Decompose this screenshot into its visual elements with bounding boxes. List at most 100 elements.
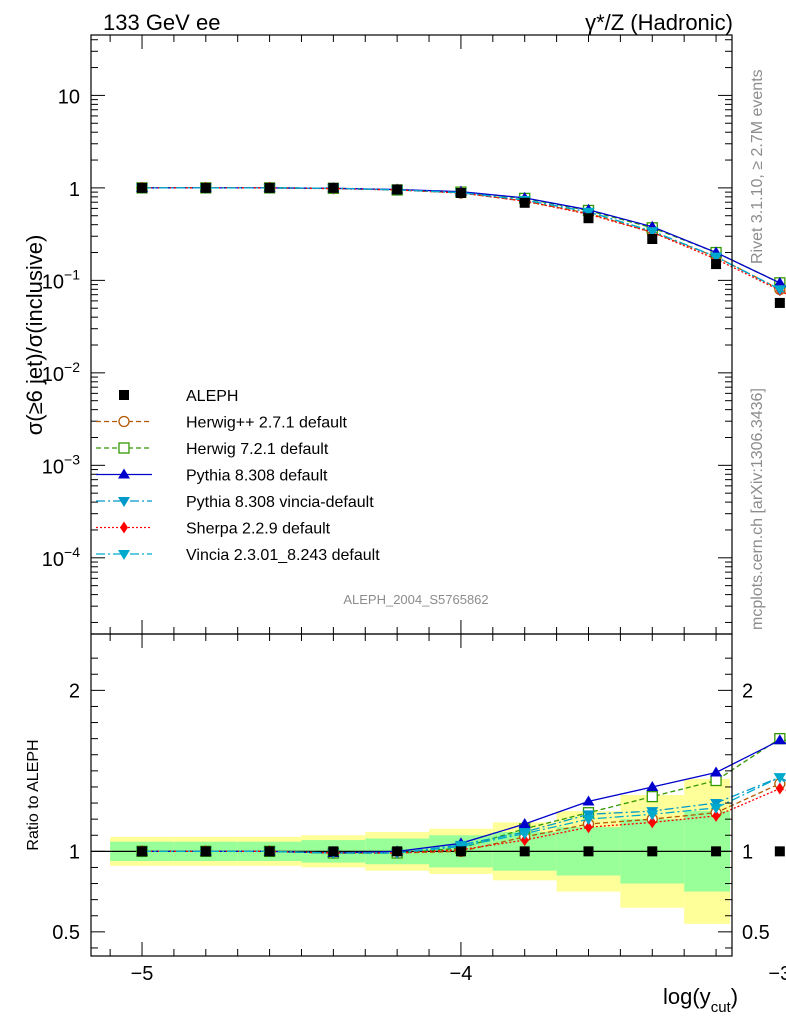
main-y-tick-label: 10−4 bbox=[42, 544, 80, 571]
aleph-point bbox=[200, 182, 211, 193]
ratio-series-point bbox=[648, 816, 657, 829]
ratio-series-point bbox=[582, 795, 595, 806]
legend: ALEPH Herwig++ 2.7.1 default Herwig 7.2.1 … bbox=[96, 388, 380, 564]
legend-entry-2: Herwig 7.2.1 default bbox=[96, 441, 329, 458]
legend-label: Vincia 2.3.01_8.243 default bbox=[186, 547, 380, 564]
main-series-point bbox=[773, 285, 786, 296]
ratio-series-point bbox=[646, 790, 658, 803]
ratio-y-tick-label-left: 2 bbox=[69, 680, 80, 702]
ratio-aleph-point bbox=[137, 846, 148, 857]
x-axis-label: log(ycut) bbox=[663, 984, 738, 1016]
ratio-y-tick-label-right: 0.5 bbox=[742, 922, 770, 944]
ratio-aleph-point bbox=[200, 846, 211, 857]
legend-entry-6: Vincia 2.3.01_8.243 default bbox=[96, 547, 380, 564]
main-y-label: σ(≥6 jet)/σ(inclusive) bbox=[22, 235, 47, 436]
main-series-line bbox=[142, 187, 786, 295]
ratio-y-tick-label-left: 1 bbox=[69, 841, 80, 863]
ratio-frame bbox=[90, 633, 733, 957]
legend-marker bbox=[118, 442, 130, 454]
aleph-point bbox=[583, 213, 594, 224]
ratio-aleph-data bbox=[137, 846, 785, 857]
ratio-aleph-point bbox=[264, 846, 275, 857]
legend-entry-1: Herwig++ 2.7.1 default bbox=[96, 415, 348, 432]
main-y-tick-label: 10−3 bbox=[42, 451, 80, 478]
ratio-aleph-point bbox=[455, 846, 466, 857]
legend-label: Sherpa 2.2.9 default bbox=[186, 521, 331, 538]
aleph-point bbox=[392, 184, 403, 195]
ratio-series-point bbox=[518, 829, 531, 840]
ratio-series-point bbox=[773, 773, 786, 784]
aleph-point bbox=[519, 197, 530, 208]
ratio-aleph-point bbox=[647, 846, 658, 857]
aleph-data bbox=[137, 182, 785, 308]
legend-label: Pythia 8.308 vincia-default bbox=[186, 494, 374, 511]
legend-marker bbox=[118, 468, 130, 479]
ratio-series-point bbox=[710, 766, 723, 777]
main-series-1 bbox=[136, 182, 786, 295]
ratio-series-point bbox=[518, 817, 531, 828]
ratio-series-point bbox=[584, 821, 593, 834]
ratio-series-point bbox=[646, 810, 659, 821]
watermark: ALEPH_2004_S5765862 bbox=[343, 592, 488, 607]
aleph-point bbox=[328, 182, 339, 193]
legend-label: Herwig 7.2.1 default bbox=[186, 441, 329, 458]
ratio-series-point bbox=[520, 834, 529, 847]
legend-marker bbox=[119, 390, 129, 400]
main-series-line bbox=[142, 187, 786, 288]
ratio-series-point bbox=[712, 809, 721, 822]
ratio-series-point bbox=[710, 803, 723, 814]
main-y-tick-label: 10−1 bbox=[42, 266, 80, 293]
legend-entry-4: Pythia 8.308 vincia-default bbox=[96, 494, 374, 511]
legend-entry-5: Sherpa 2.2.9 default bbox=[96, 521, 331, 538]
ratio-series-point bbox=[773, 734, 786, 745]
main-series-point bbox=[582, 207, 595, 218]
ratio-aleph-point bbox=[583, 846, 594, 857]
legend-marker bbox=[118, 497, 130, 507]
ratio-aleph-point bbox=[519, 846, 530, 857]
ratio-aleph-point bbox=[328, 846, 339, 857]
main-plot-panel: 10 1 10−1 10−2 10−3 10−4 σ(≥6 jet)/σ(inclusiv… bbox=[22, 34, 786, 635]
ratio-series-point bbox=[646, 780, 659, 791]
rivet-label: Rivet 3.1.10, ≥ 2.7M events bbox=[749, 69, 766, 264]
ratio-y-tick-label-right: 1 bbox=[742, 841, 753, 863]
ratio-plot-panel: −5 −4 −3 0.5 0.5 1 1 2 2 Ratio to ALEPH log(ycut… bbox=[25, 633, 786, 1016]
aleph-point bbox=[137, 182, 148, 193]
legend-label: Herwig++ 2.7.1 default bbox=[186, 415, 348, 432]
ratio-aleph-point bbox=[392, 846, 403, 857]
legend-marker bbox=[118, 415, 130, 428]
ratio-y-tick-label-left: 0.5 bbox=[52, 922, 80, 944]
main-series-3 bbox=[136, 181, 786, 288]
legend-entry-3: Pythia 8.308 default bbox=[96, 468, 328, 485]
aleph-point bbox=[264, 182, 275, 193]
main-series-point bbox=[646, 227, 659, 238]
main-series-point bbox=[710, 252, 723, 263]
ratio-y-tick-label-right: 2 bbox=[742, 680, 753, 702]
ratio-series-point bbox=[710, 774, 722, 787]
mcplots-label: mcplots.cern.ch [arXiv:1306.3436] bbox=[749, 388, 766, 630]
ratio-x-tick-label: −5 bbox=[131, 963, 154, 985]
ratio-series-point bbox=[582, 815, 595, 826]
aleph-point bbox=[455, 188, 466, 199]
legend-entry-aleph: ALEPH bbox=[119, 388, 238, 405]
ratio-series-point bbox=[775, 782, 784, 795]
main-series-line bbox=[142, 187, 786, 294]
main-frame bbox=[90, 34, 733, 635]
header-left: 133 GeV ee bbox=[103, 10, 220, 35]
legend-label: Pythia 8.308 default bbox=[186, 468, 328, 485]
main-series-point bbox=[773, 276, 786, 287]
main-y-tick-label: 10 bbox=[58, 86, 80, 108]
ratio-aleph-point bbox=[774, 846, 785, 857]
aleph-point bbox=[711, 259, 722, 270]
legend-marker bbox=[120, 521, 128, 534]
main-y-tick-label: 10−2 bbox=[42, 359, 80, 386]
main-series-5 bbox=[138, 181, 786, 297]
ratio-y-label: Ratio to ALEPH bbox=[25, 739, 42, 850]
main-series-line bbox=[142, 187, 786, 295]
ratio-aleph-point bbox=[711, 846, 722, 857]
ratio-x-tick-label: −3 bbox=[768, 963, 786, 985]
legend-label: ALEPH bbox=[186, 388, 238, 405]
ratio-x-tick-label: −4 bbox=[450, 963, 473, 985]
aleph-point bbox=[774, 297, 785, 308]
main-y-tick-label: 1 bbox=[69, 179, 80, 201]
